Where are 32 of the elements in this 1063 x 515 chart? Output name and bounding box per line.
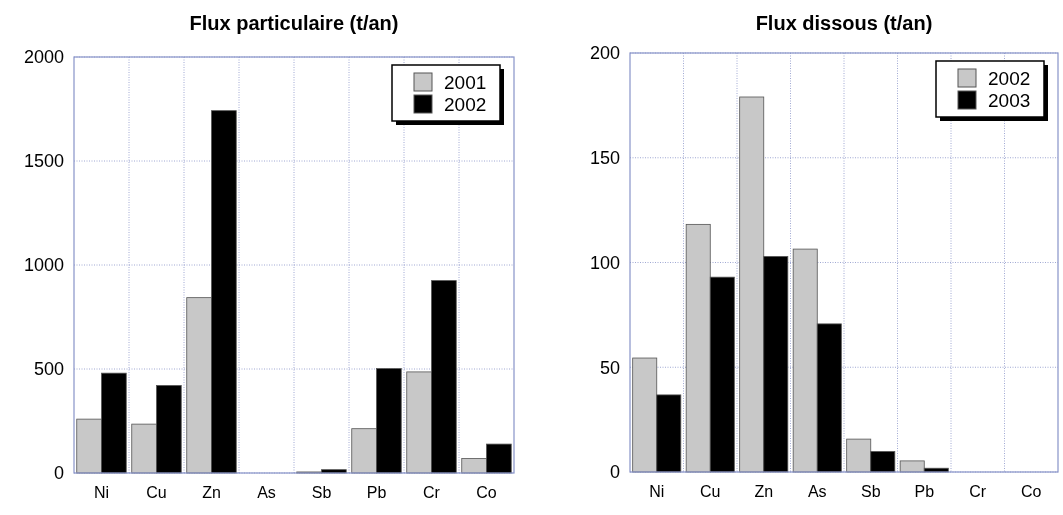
x-tick-label: Sb bbox=[311, 484, 332, 502]
chart-title: Flux particulaire (t/an) bbox=[189, 12, 399, 34]
y-tick-label: 0 bbox=[609, 462, 620, 483]
x-tick-label: Pb bbox=[914, 483, 935, 501]
y-tick-label: 100 bbox=[589, 252, 620, 273]
x-tick-label: Cr bbox=[423, 484, 441, 502]
x-tick-label: As bbox=[257, 484, 276, 502]
x-tick-label: Pb bbox=[366, 484, 387, 502]
y-tick-label: 1000 bbox=[23, 255, 64, 276]
x-tick-label: Cu bbox=[146, 484, 167, 502]
x-tick-label: Zn bbox=[202, 484, 221, 502]
x-tick-label: Co bbox=[1021, 483, 1042, 501]
y-tick-label: 150 bbox=[589, 148, 620, 169]
x-tick-label: Ni bbox=[649, 483, 665, 501]
x-tick-label: Cr bbox=[969, 483, 987, 501]
x-tick-label: As bbox=[807, 483, 827, 501]
chart-title: Flux dissous (t/an) bbox=[755, 12, 933, 34]
x-tick-label: Sb bbox=[860, 483, 881, 501]
legend-label: 2002 bbox=[444, 94, 487, 115]
x-tick-label: Cu bbox=[700, 483, 721, 501]
y-tick-label: 50 bbox=[599, 357, 620, 378]
legend-label: 2003 bbox=[988, 90, 1031, 111]
x-tick-label: Co bbox=[476, 484, 497, 502]
x-tick-label: Ni bbox=[93, 484, 110, 502]
y-tick-label: 500 bbox=[33, 359, 64, 380]
legend-label: 2001 bbox=[444, 72, 487, 93]
x-tick-label: Zn bbox=[754, 483, 774, 501]
y-tick-label: 2000 bbox=[23, 47, 64, 68]
y-tick-label: 0 bbox=[53, 463, 64, 484]
y-tick-label: 200 bbox=[589, 43, 620, 64]
y-tick-label: 1500 bbox=[23, 151, 64, 172]
legend-label: 2002 bbox=[988, 68, 1031, 89]
